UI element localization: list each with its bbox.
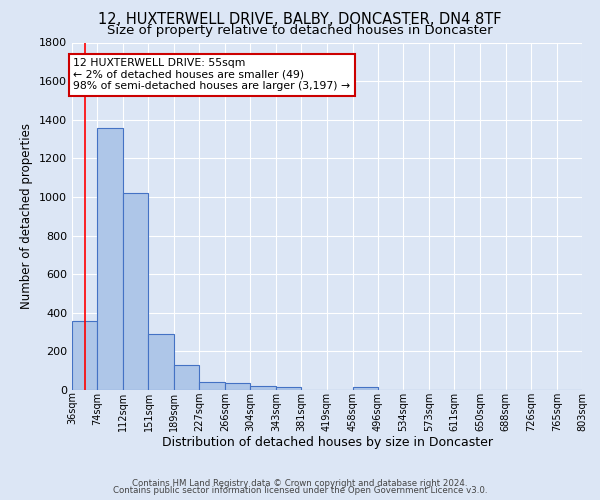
Bar xyxy=(250,386,276,390)
Text: 12 HUXTERWELL DRIVE: 55sqm
← 2% of detached houses are smaller (49)
98% of semi-: 12 HUXTERWELL DRIVE: 55sqm ← 2% of detac… xyxy=(73,58,350,92)
Y-axis label: Number of detached properties: Number of detached properties xyxy=(20,123,34,309)
Bar xyxy=(72,322,97,390)
Bar xyxy=(174,365,199,390)
Bar xyxy=(199,382,225,390)
Bar xyxy=(97,128,122,390)
Bar xyxy=(122,193,148,390)
Text: Contains HM Land Registry data © Crown copyright and database right 2024.: Contains HM Land Registry data © Crown c… xyxy=(132,478,468,488)
Text: Size of property relative to detached houses in Doncaster: Size of property relative to detached ho… xyxy=(107,24,493,37)
X-axis label: Distribution of detached houses by size in Doncaster: Distribution of detached houses by size … xyxy=(161,436,493,450)
Text: 12, HUXTERWELL DRIVE, BALBY, DONCASTER, DN4 8TF: 12, HUXTERWELL DRIVE, BALBY, DONCASTER, … xyxy=(98,12,502,28)
Bar xyxy=(148,334,174,390)
Bar xyxy=(276,387,301,390)
Bar xyxy=(225,383,250,390)
Text: Contains public sector information licensed under the Open Government Licence v3: Contains public sector information licen… xyxy=(113,486,487,495)
Bar xyxy=(353,387,378,390)
